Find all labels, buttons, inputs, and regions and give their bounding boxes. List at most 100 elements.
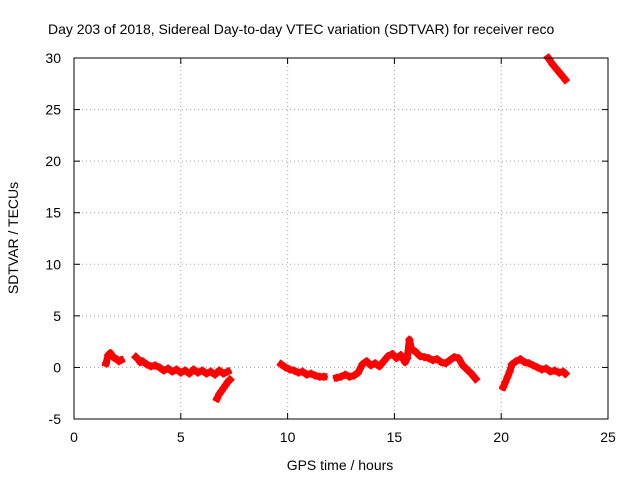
- data-point: [225, 375, 234, 384]
- data-point: [554, 368, 563, 377]
- data-point: [223, 367, 232, 376]
- data-point: [420, 353, 429, 362]
- data-point: [529, 361, 538, 370]
- y-tick-label: 25: [45, 102, 61, 118]
- y-tick-label: 5: [53, 308, 61, 324]
- data-point: [215, 366, 224, 375]
- data-point: [433, 355, 442, 364]
- data-point: [546, 367, 555, 376]
- data-point: [163, 364, 172, 373]
- data-point: [181, 366, 190, 375]
- data-point: [138, 357, 147, 366]
- data-point: [499, 383, 508, 392]
- data-point: [345, 372, 354, 381]
- chart-title: Day 203 of 2018, Sidereal Day-to-day VTE…: [48, 21, 554, 37]
- x-tick-label: 10: [280, 429, 296, 445]
- data-point: [159, 366, 168, 375]
- data-point: [561, 75, 570, 84]
- data-series: [101, 53, 571, 404]
- data-point: [471, 374, 480, 383]
- data-point: [552, 65, 561, 74]
- data-point: [503, 372, 512, 381]
- y-tick-label: 20: [45, 153, 61, 169]
- data-point: [512, 357, 521, 366]
- data-point: [176, 368, 185, 377]
- y-tick-label: 0: [53, 359, 61, 375]
- data-point: [388, 350, 397, 359]
- data-point: [396, 351, 405, 360]
- data-point: [298, 367, 307, 376]
- data-point: [349, 371, 358, 380]
- x-axis-label: GPS time / hours: [287, 457, 394, 473]
- data-point: [185, 369, 194, 378]
- data-point: [366, 361, 375, 370]
- data-point: [294, 368, 303, 377]
- data-point: [371, 359, 380, 368]
- data-point: [441, 359, 450, 368]
- data-point: [501, 377, 510, 386]
- data-point: [362, 357, 371, 366]
- data-point: [383, 352, 392, 361]
- x-tick-label: 0: [70, 429, 78, 445]
- plot-frame: [73, 57, 609, 420]
- y-tick-label: 10: [45, 256, 61, 272]
- data-point: [533, 363, 542, 372]
- data-point: [168, 367, 177, 376]
- x-tick-label: 20: [493, 429, 509, 445]
- data-point: [142, 360, 151, 369]
- data-point: [516, 355, 525, 364]
- data-point: [193, 368, 202, 377]
- data-point: [354, 368, 363, 377]
- data-point: [151, 361, 160, 370]
- data-point: [290, 366, 299, 375]
- data-point: [213, 394, 222, 403]
- data-point: [437, 358, 446, 367]
- data-point: [548, 60, 557, 69]
- data-point: [189, 365, 198, 374]
- data-point: [542, 364, 551, 373]
- data-point: [424, 354, 433, 363]
- data-point: [285, 365, 294, 374]
- data-point: [407, 344, 416, 353]
- x-tick-label: 25: [600, 429, 616, 445]
- data-point: [454, 354, 463, 363]
- data-point: [520, 358, 529, 367]
- data-point: [401, 358, 410, 367]
- x-tick-label: 15: [387, 429, 403, 445]
- data-point: [202, 369, 211, 378]
- y-axis: -5 0 5 10 15 20 25 30: [45, 50, 608, 427]
- data-point: [411, 347, 420, 356]
- data-point: [155, 363, 164, 372]
- data-point: [450, 353, 459, 362]
- data-point: [524, 359, 533, 368]
- data-point: [392, 354, 401, 363]
- data-point: [210, 370, 219, 379]
- data-point: [550, 366, 559, 375]
- data-point: [458, 361, 467, 370]
- data-point: [116, 356, 125, 365]
- data-point: [198, 366, 207, 375]
- y-tick-label: 30: [45, 50, 61, 66]
- data-point: [332, 373, 341, 382]
- data-point: [337, 372, 345, 381]
- data-point: [206, 367, 215, 376]
- data-point: [507, 360, 516, 369]
- data-point: [277, 360, 286, 369]
- data-point: [537, 365, 546, 374]
- data-point: [416, 352, 425, 361]
- y-tick-label: 15: [45, 205, 61, 221]
- data-point: [172, 365, 181, 374]
- data-point: [557, 70, 566, 79]
- data-point: [445, 356, 454, 365]
- data-point: [379, 357, 388, 366]
- data-point: [405, 335, 414, 344]
- y-axis-label: SDTVAR / TECUs: [5, 182, 21, 294]
- data-point: [463, 365, 472, 374]
- data-point: [281, 363, 290, 372]
- data-point: [219, 369, 228, 378]
- data-point: [341, 370, 350, 379]
- x-axis: 0 5 10 15 20 25: [70, 58, 616, 445]
- data-point: [319, 372, 328, 381]
- data-point: [403, 354, 412, 363]
